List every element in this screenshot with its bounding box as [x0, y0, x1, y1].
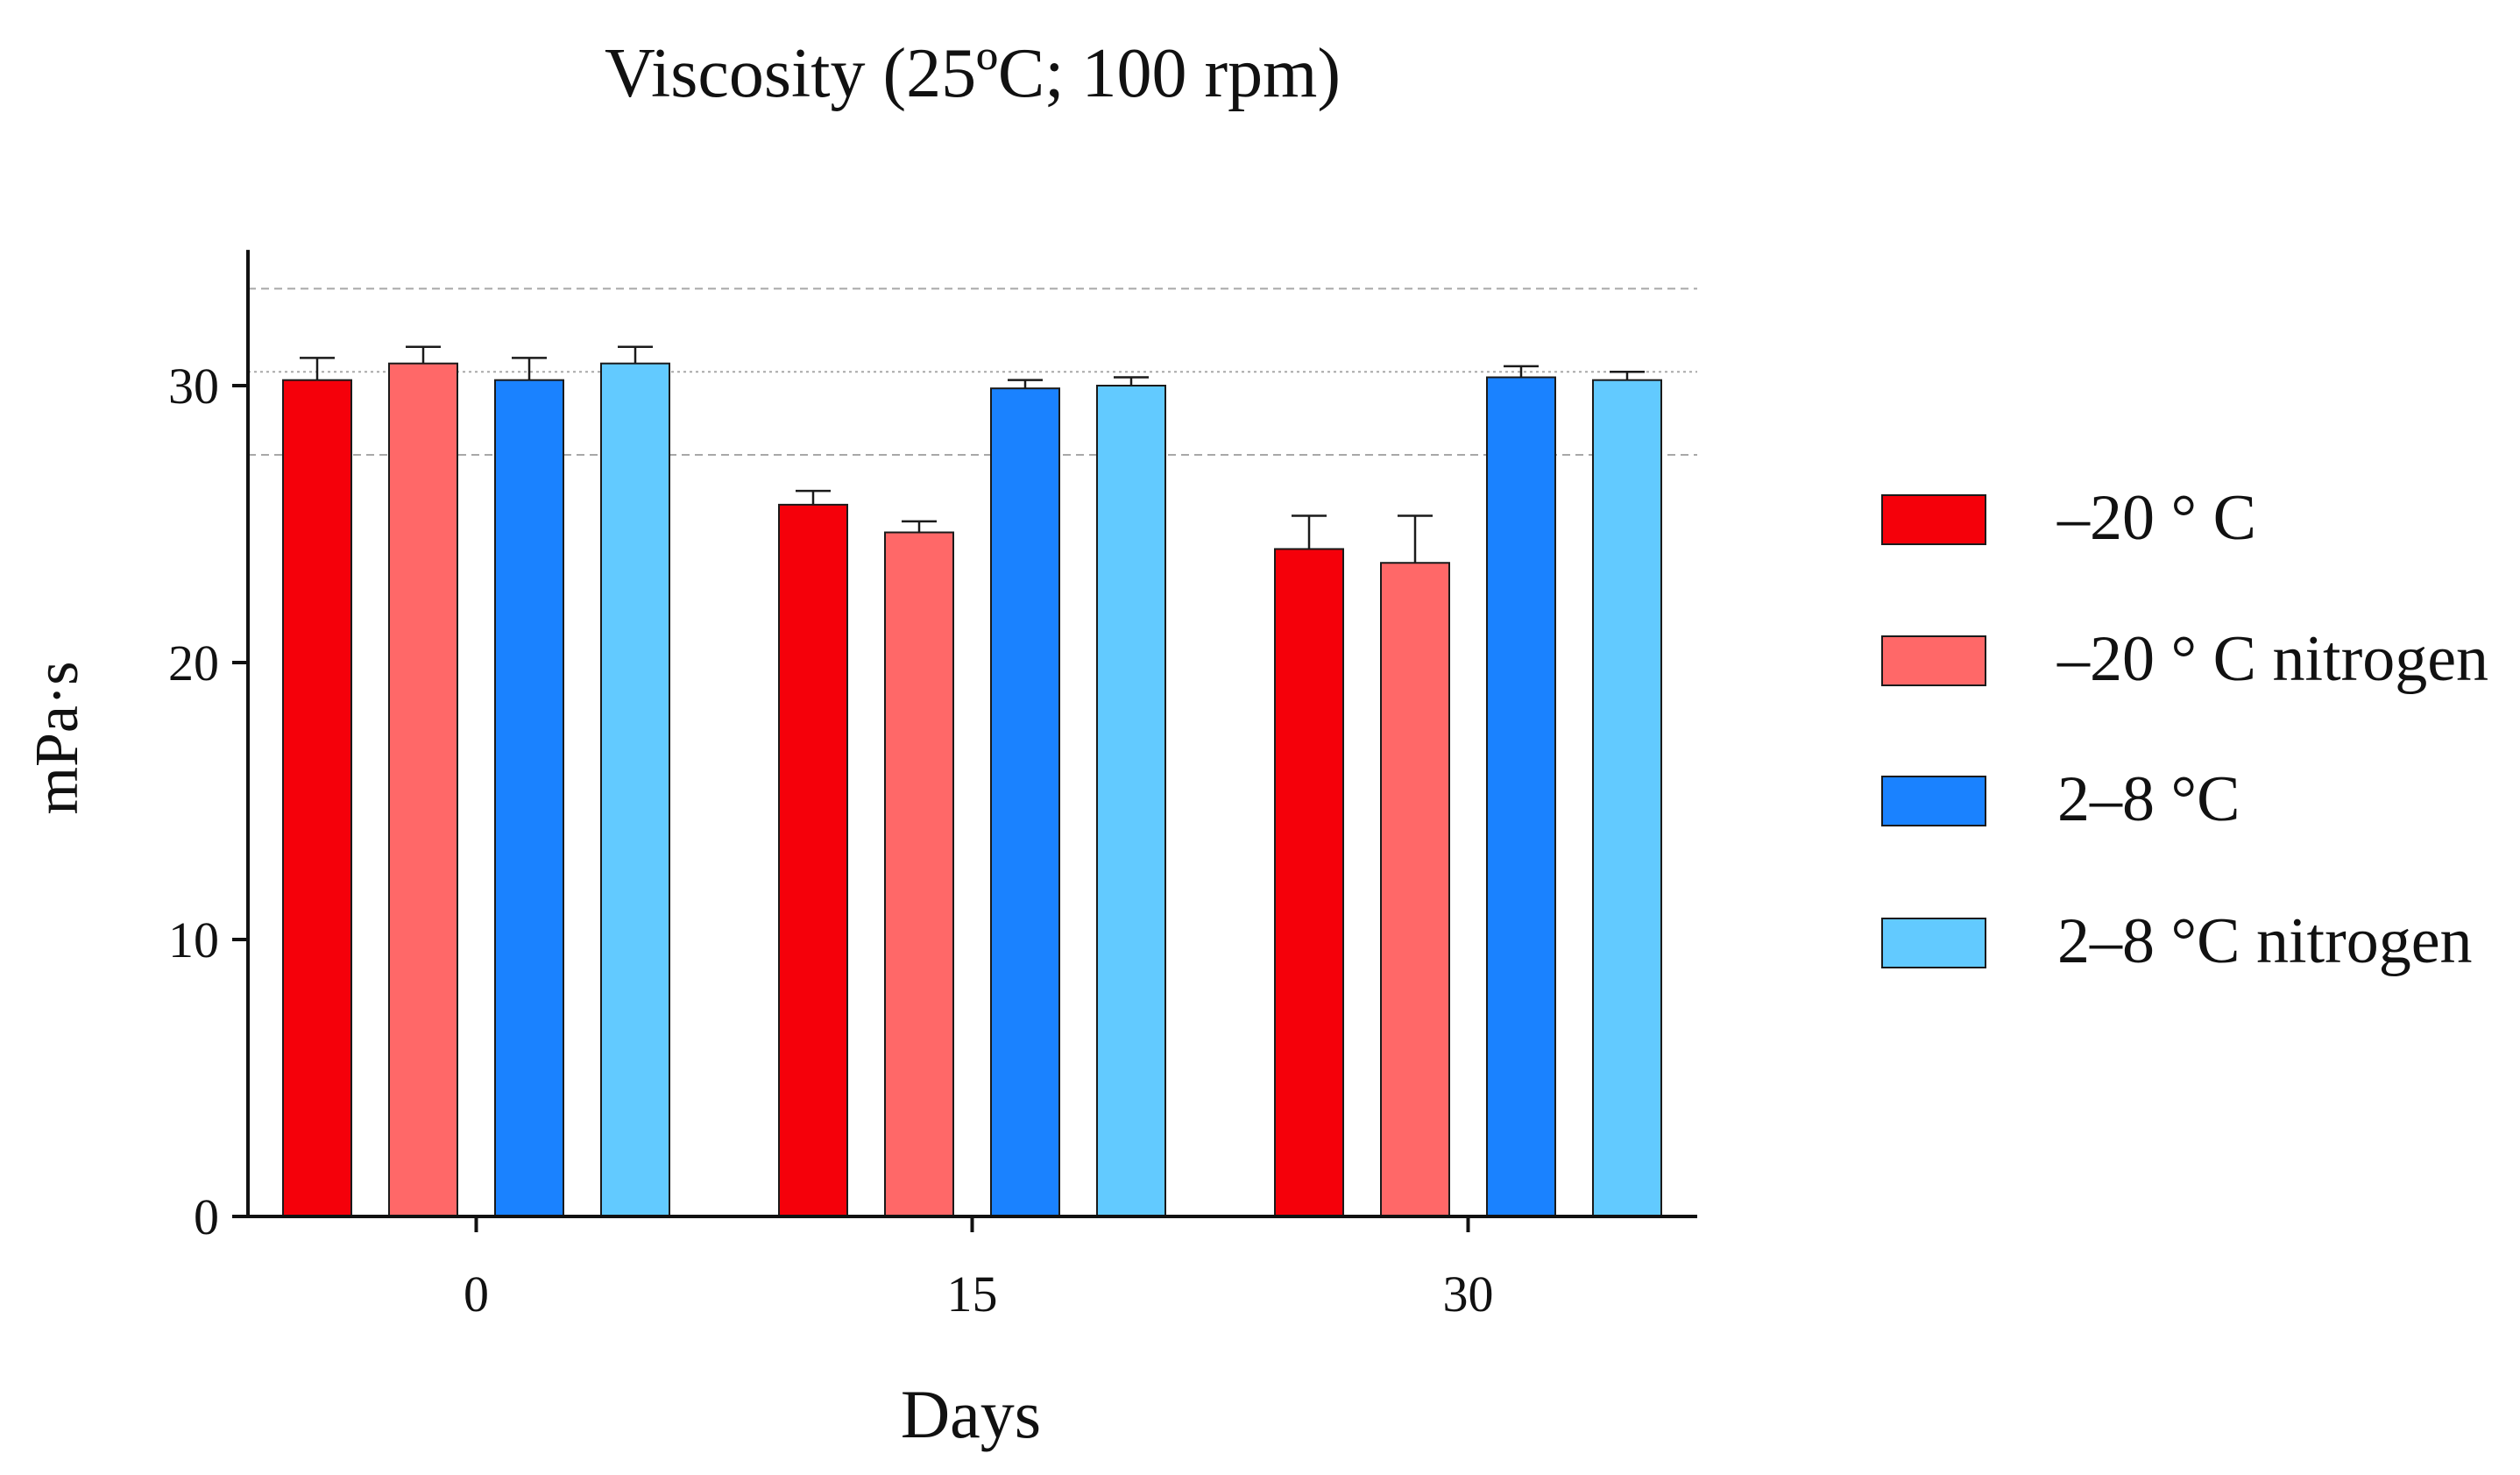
bar--20-c-nitrogen-day-30 [1380, 562, 1450, 1217]
chart-title: Viscosity (25ºC; 100 rpm) [605, 35, 1341, 112]
legend-label: –20 ° C nitrogen [2056, 623, 2488, 695]
bar-2-8-c-nitrogen-day-15 [1096, 385, 1166, 1217]
bar-2-8-c-nitrogen-day-0 [600, 362, 670, 1218]
error-bar [300, 357, 335, 380]
x-axis-label: Days [901, 1376, 1041, 1452]
error-bar [406, 345, 441, 364]
error-bar [1610, 370, 1645, 380]
legend-label: 2–8 °C [2057, 763, 2240, 835]
legend-item: 2–8 °C [1881, 763, 2240, 835]
error-bar [512, 357, 547, 380]
bars [282, 362, 1662, 1218]
bar--20-c-nitrogen-day-15 [884, 531, 954, 1217]
error-bar [902, 520, 937, 533]
error-bar [1398, 514, 1433, 564]
x-tick-label: 30 [1443, 1266, 1494, 1323]
y-tick-label: 30 [168, 358, 219, 415]
error-bar [796, 489, 831, 505]
bar-2-8-c-nitrogen-day-30 [1592, 379, 1662, 1217]
y-axis-ticks: 0 10 20 30 [168, 358, 248, 1245]
legend: –20 ° C –20 ° C nitrogen 2–8 °C 2–8 °C nitr… [1881, 482, 2488, 977]
legend-label: 2–8 °C nitrogen [2057, 905, 2473, 977]
x-tick-label: 0 [464, 1266, 489, 1323]
x-axis-ticks: 0 15 30 [464, 1216, 1494, 1323]
legend-label: –20 ° C [2056, 482, 2256, 554]
legend-item: –20 ° C nitrogen [1881, 623, 2488, 695]
error-bar [1504, 365, 1539, 378]
y-axis-label: mPa·s [24, 662, 91, 815]
x-tick-label: 15 [947, 1266, 998, 1323]
error-bar [618, 345, 653, 364]
reference-lines [248, 287, 1697, 456]
y-tick-label: 20 [168, 635, 219, 691]
y-tick-label: 0 [194, 1188, 219, 1245]
error-bar [1292, 514, 1327, 550]
legend-swatch [1881, 635, 1986, 686]
legend-swatch [1881, 494, 1986, 545]
bar--20-c-nitrogen-day-0 [388, 362, 458, 1218]
bar-2-8-c-day-15 [990, 387, 1060, 1218]
legend-item: –20 ° C [1881, 482, 2256, 554]
legend-swatch [1881, 918, 1986, 968]
error-bar [1114, 376, 1149, 386]
legend-item: 2–8 °C nitrogen [1881, 905, 2473, 977]
y-tick-label: 10 [168, 911, 219, 968]
legend-swatch [1881, 776, 1986, 826]
bar-2-8-c-day-0 [494, 379, 564, 1217]
bar--20-c-day-30 [1274, 548, 1344, 1217]
bar--20-c-day-15 [778, 503, 848, 1217]
error-bars [300, 345, 1645, 564]
bar-2-8-c-day-30 [1486, 376, 1556, 1217]
error-bar [1008, 379, 1043, 389]
bar--20-c-day-0 [282, 379, 352, 1217]
